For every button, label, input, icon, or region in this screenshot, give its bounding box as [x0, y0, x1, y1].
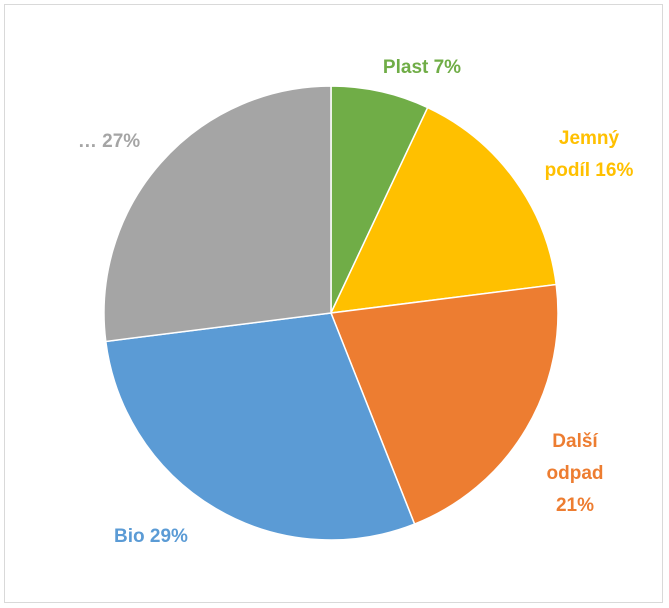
- pie-slice-4: [103, 85, 332, 343]
- slice-label-2: Další odpad 21%: [547, 431, 604, 516]
- slice-label-line: 21%: [556, 495, 594, 516]
- slice-label-line: odpad: [547, 463, 604, 484]
- slice-label-0: Plast 7%: [383, 57, 461, 78]
- pie-slice-1: [329, 106, 558, 314]
- pie-labels: Plast 7% Jemný podíl 16% Další odpad 21% Bio 2…: [78, 57, 634, 547]
- pie-slices: [103, 85, 559, 541]
- pie-slice-2: [329, 283, 559, 526]
- slice-label-3: Bio 29%: [114, 526, 188, 547]
- slice-label-line: Bio 29%: [114, 526, 188, 547]
- slice-label-line: podíl 16%: [545, 160, 634, 181]
- slice-label-1: Jemný podíl 16%: [545, 128, 634, 181]
- slice-label-4: … 27%: [78, 131, 140, 152]
- slice-label-line: Další: [552, 431, 598, 452]
- slice-label-line: … 27%: [78, 131, 140, 152]
- pie-slice-3: [104, 312, 416, 541]
- slice-label-line: Plast 7%: [383, 57, 461, 78]
- slice-label-line: Jemný: [559, 128, 620, 149]
